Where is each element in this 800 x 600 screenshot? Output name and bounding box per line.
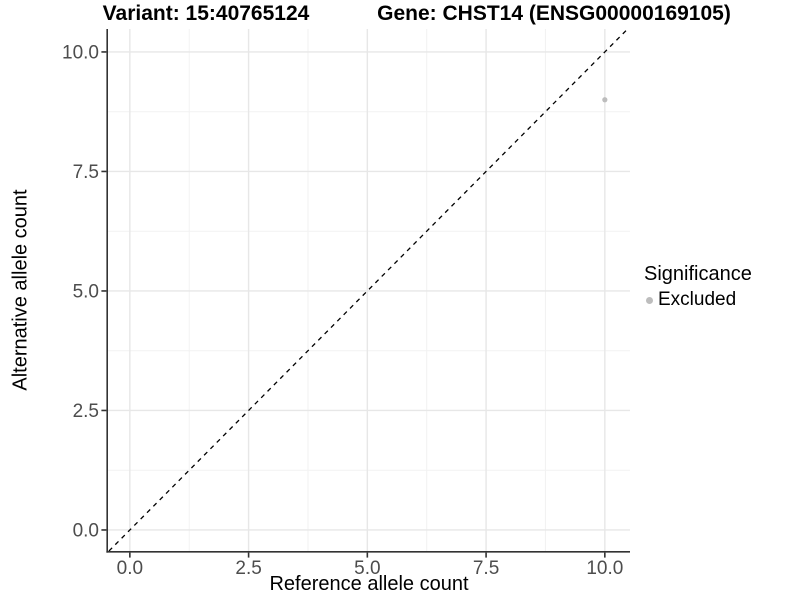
y-tick-label: 5.0 <box>73 281 99 302</box>
identity-line <box>108 28 629 552</box>
x-tick-label: 2.5 <box>235 558 261 579</box>
gene-title: Gene: CHST14 (ENSG00000169105) <box>377 2 731 25</box>
x-tick-label: 7.5 <box>473 558 499 579</box>
y-tick-label: 2.5 <box>73 401 99 422</box>
legend: Significance Excluded <box>644 262 752 312</box>
x-tick-label: 10.0 <box>586 558 623 579</box>
legend-item-label: Excluded <box>658 289 737 310</box>
x-tick-label: 5.0 <box>354 558 380 579</box>
y-tick-label: 0.0 <box>73 520 99 541</box>
legend-title: Significance <box>644 263 752 285</box>
y-axis-title: Alternative allele count <box>9 189 32 391</box>
legend-item-excluded: Excluded <box>644 288 752 312</box>
y-tick-label: 10.0 <box>62 42 99 63</box>
variant-title: Variant: 15:40765124 <box>102 2 310 25</box>
y-tick-label: 7.5 <box>73 162 99 183</box>
x-axis-title: Reference allele count <box>269 573 469 595</box>
x-tick-label: 0.0 <box>117 558 143 579</box>
data-point <box>602 97 608 103</box>
excluded-point-icon <box>646 296 653 304</box>
